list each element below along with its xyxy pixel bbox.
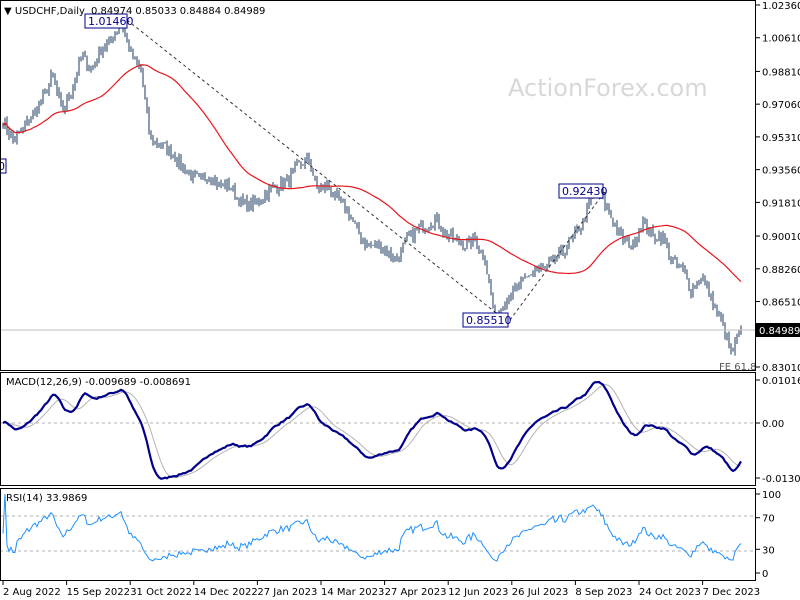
moving-average-line xyxy=(2,64,742,283)
macd-tick-label: -0.013006 xyxy=(762,474,800,485)
rsi-tick-label: 30 xyxy=(762,545,775,556)
price-tick-label: 0.95310 xyxy=(762,133,800,144)
date-tick-label: 15 Sep 2022 xyxy=(67,587,130,598)
label-high: 1.01460 xyxy=(84,13,134,29)
price-tick-label: 0.93560 xyxy=(762,166,800,177)
label-low: 0.85510 xyxy=(462,312,512,328)
date-axis: 2 Aug 2022 15 Sep 2022 31 Oct 2022 14 Dec 2… xyxy=(2,581,761,598)
rsi-axis: 100 70 30 0 xyxy=(755,490,781,580)
date-tick-label: 7 Dec 2023 xyxy=(703,587,761,598)
price-panel: ActionForex.com 1.01460 0.92430 0.85510 … xyxy=(0,1,800,374)
trendline-fib-2 xyxy=(509,189,607,321)
price-tick-label: 1.00610 xyxy=(762,34,800,45)
rsi-tick-label: 0 xyxy=(762,569,768,580)
panel-borders xyxy=(0,0,756,581)
macd-title: MACD(12,26,9) -0.009689 -0.008691 xyxy=(6,377,191,388)
date-tick-label: 24 Oct 2023 xyxy=(639,587,701,598)
svg-text:0.85510: 0.85510 xyxy=(466,314,512,327)
trendline-fib-1 xyxy=(126,19,506,321)
label-left-edge: 0 xyxy=(0,158,7,174)
svg-text:0: 0 xyxy=(0,160,5,173)
date-tick-label: 27 Jan 2023 xyxy=(257,587,317,598)
price-tick-label: 0.86510 xyxy=(762,298,800,309)
svg-text:0.92430: 0.92430 xyxy=(562,185,608,198)
date-tick-label: 26 Jul 2023 xyxy=(512,587,569,598)
price-tick-label: 0.90010 xyxy=(762,232,800,243)
chart-header: ▼ USDCHF,Daily 0.84974 0.85033 0.84884 0.849… xyxy=(4,6,265,17)
date-tick-label: 12 Jun 2023 xyxy=(448,587,508,598)
price-tick-label: 0.88260 xyxy=(762,265,800,276)
macd-main-line xyxy=(2,380,742,480)
date-tick-label: 14 Mar 2023 xyxy=(321,587,384,598)
date-tick-label: 8 Sep 2023 xyxy=(575,587,632,598)
price-tick-label: 0.91810 xyxy=(762,198,800,209)
watermark: ActionForex.com xyxy=(508,74,708,102)
rsi-tick-label: 70 xyxy=(762,514,775,525)
label-swing-high: 0.92430 xyxy=(558,183,608,199)
price-tick-label: 1.02360 xyxy=(762,1,800,12)
rsi-line xyxy=(2,493,742,562)
macd-axis: 0.010166 0.00 -0.013006 xyxy=(755,376,800,485)
current-price-tag xyxy=(755,323,800,337)
date-tick-label: 31 Oct 2022 xyxy=(130,587,192,598)
macd-tick-label: 0.00 xyxy=(762,419,784,430)
price-axis: 1.02360 1.00610 0.98810 0.97060 0.95310 0.935… xyxy=(755,1,800,374)
macd-panel: MACD(12,26,9) -0.009689 -0.008691 0.0101… xyxy=(0,376,800,485)
rsi-panel: RSI(14) 33.9869 100 70 30 0 xyxy=(0,490,781,580)
price-tick-label: 0.98810 xyxy=(762,67,800,78)
svg-text:1.01460: 1.01460 xyxy=(88,15,134,28)
price-bars xyxy=(2,22,742,356)
macd-tick-label: 0.010166 xyxy=(762,376,800,387)
rsi-title: RSI(14) 33.9869 xyxy=(6,493,87,504)
date-tick-label: 2 Aug 2022 xyxy=(3,587,61,598)
price-tick-label: 0.83010 xyxy=(762,363,800,374)
fe-label: FE 61.8 xyxy=(719,362,757,373)
date-tick-label: 14 Dec 2022 xyxy=(194,587,258,598)
rsi-tick-label: 100 xyxy=(762,490,781,501)
date-tick-label: 27 Apr 2023 xyxy=(385,587,447,598)
price-tick-label: 0.97060 xyxy=(762,100,800,111)
current-price-value: 0.84989 xyxy=(759,326,800,337)
